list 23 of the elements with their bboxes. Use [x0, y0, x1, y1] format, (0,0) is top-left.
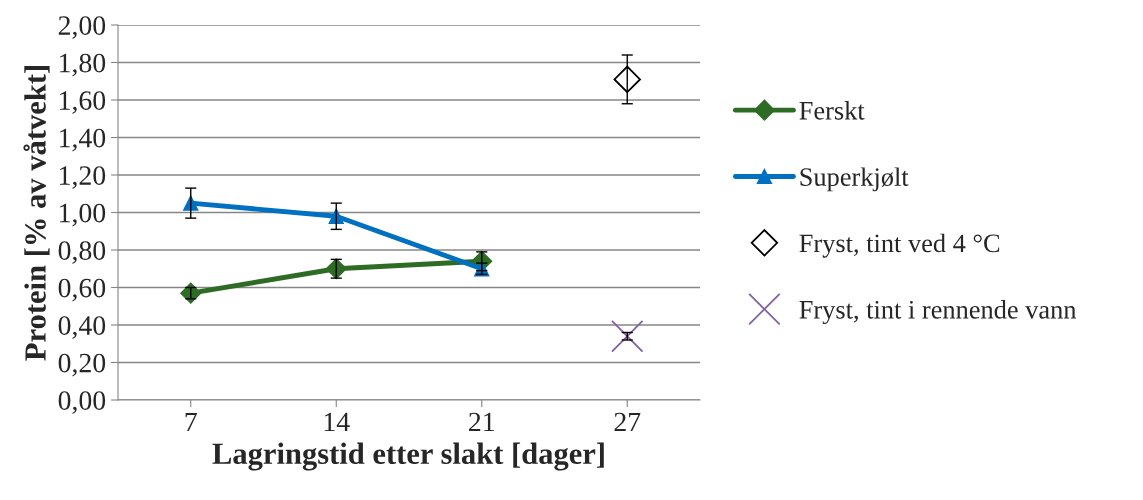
point	[613, 65, 641, 94]
y-tick-label: 0,80	[58, 241, 106, 264]
point	[611, 320, 644, 353]
y-tick-label: 1,80	[60, 53, 106, 77]
legend-label: Superkjølt	[800, 167, 909, 192]
legend-label: Ferskt	[799, 101, 865, 120]
y-tick-label: 1,20	[60, 166, 106, 189]
y-tick-label: 1,00	[60, 203, 106, 227]
y-tick-label: 0,60	[58, 278, 106, 302]
y-tick-label: 1,60	[60, 91, 106, 114]
x-tick-label: 7	[185, 412, 197, 432]
x-tick-label: 27	[614, 412, 641, 432]
y-tick-label: 0,20	[58, 353, 106, 377]
legend-label: Fryst, tint ved 4 °C	[799, 233, 1000, 258]
y-tick-label: 0,00	[58, 391, 106, 414]
x-tick-label: 14	[324, 412, 350, 432]
y-tick-label: 0,40	[58, 316, 106, 339]
x-axis-title: Lagringstid etter slakt [dager]	[212, 442, 604, 471]
x-tick-label: 21	[469, 412, 494, 432]
legend-label: Fryst, tint i rennende vann	[799, 300, 1077, 325]
y-axis-title: Protein [% av våtvekt]	[23, 66, 50, 361]
y-tick-label: 2,00	[58, 16, 106, 39]
y-tick-label: 1,40	[60, 128, 106, 152]
